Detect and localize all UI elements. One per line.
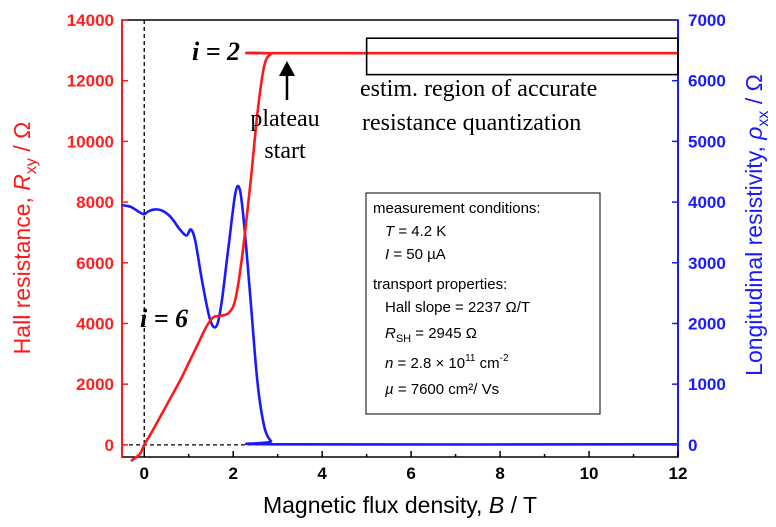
plateau-label-1: plateau (250, 106, 319, 132)
region-label-2: resistance quantization (362, 110, 581, 136)
x-tick-label: 4 (317, 464, 327, 483)
y-right-tick-label: 0 (688, 436, 697, 455)
y-right-tick-label: 6000 (688, 72, 726, 91)
label-i6: i = 6 (140, 304, 188, 333)
plateau-arrow (279, 61, 295, 100)
y-right-tick-label: 1000 (688, 375, 726, 394)
info-box (365, 192, 601, 415)
info-heading-transport: transport properties: (373, 276, 507, 293)
x-tick-label: 10 (580, 464, 599, 483)
x-tick-label: 12 (669, 464, 688, 483)
y-right-tick-label: 3000 (688, 254, 726, 273)
x-tick-label: 8 (495, 464, 504, 483)
info-rsh: RSH = 2945 Ω (385, 325, 477, 345)
x-tick-label: 6 (406, 464, 415, 483)
info-current: I = 50 µA (385, 246, 446, 263)
y-right-tick-label: 4000 (688, 193, 726, 212)
y-left-tick-label: 6000 (76, 254, 114, 273)
y-left-axis-title: Hall resistance, Rxy / Ω (9, 122, 40, 355)
y-left-tick-label: 8000 (76, 193, 114, 212)
rho-xx-series (121, 184, 679, 446)
info-temperature: T = 4.2 K (385, 223, 446, 240)
y-left-tick-label: 10000 (67, 132, 114, 151)
region-label-1: estim. region of accurate (360, 76, 597, 102)
y-right-tick-label: 7000 (688, 11, 726, 30)
info-heading-conditions: measurement conditions: (373, 200, 541, 217)
x-axis-title: Magnetic flux density, B / T (263, 492, 537, 518)
x-tick-label: 2 (228, 464, 237, 483)
info-density: n = 2.8 × 1011 cm-2 (385, 353, 509, 372)
label-i2: i = 2 (192, 37, 240, 66)
accurate-region-box (365, 37, 679, 76)
axis-ticks: 0 2 4 6 8 10 120200040006000800010000120001400… (67, 11, 726, 483)
plateau-label-2: start (264, 138, 306, 164)
y-left-tick-label: 2000 (76, 375, 114, 394)
y-left-tick-label: 4000 (76, 314, 114, 333)
y-right-axis-title: Longitudinal resistivity, ρxx / Ω (741, 74, 772, 376)
x-tick-label: 0 (140, 464, 149, 483)
y-right-tick-label: 2000 (688, 314, 726, 333)
y-left-tick-label: 0 (105, 436, 114, 455)
y-left-tick-label: 14000 (67, 11, 114, 30)
y-right-tick-label: 5000 (688, 132, 726, 151)
hall-series (130, 51, 679, 463)
info-hall-slope: Hall slope = 2237 Ω/T (385, 299, 530, 316)
info-mobility: µ = 7600 cm²/ Vs (385, 381, 499, 398)
y-left-tick-label: 12000 (67, 72, 114, 91)
